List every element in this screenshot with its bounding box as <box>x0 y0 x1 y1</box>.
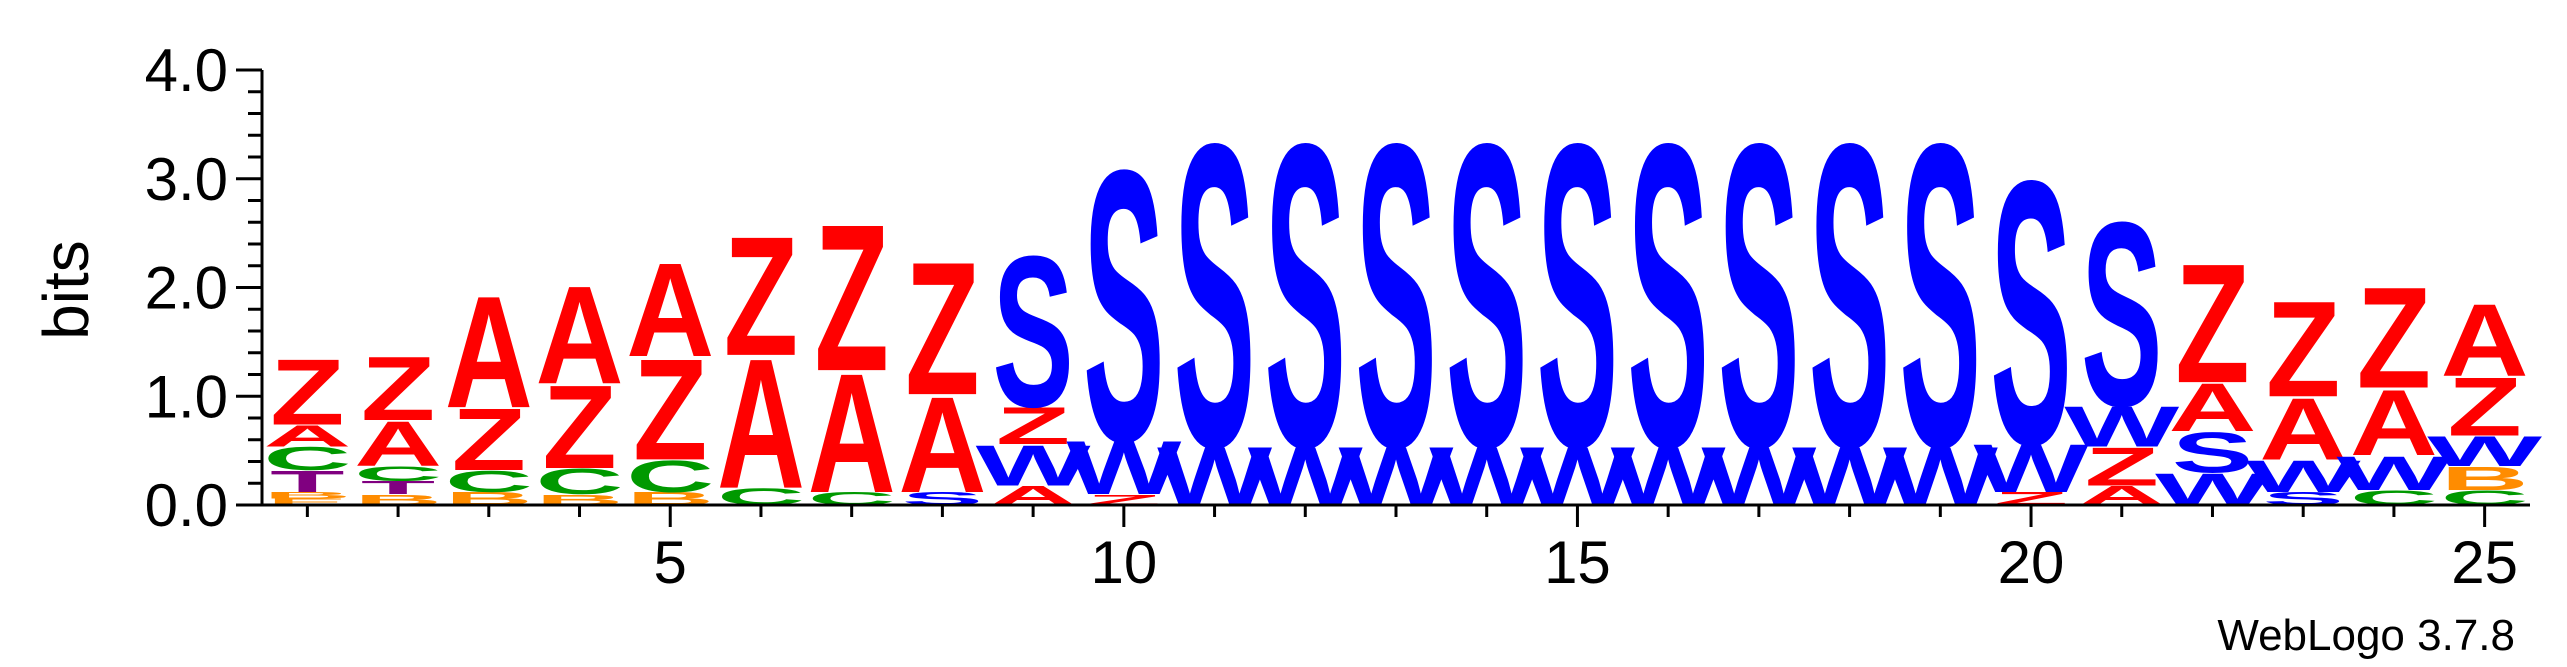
logo-letter-w: W <box>1974 430 2090 506</box>
logo-letter-s: S <box>1355 54 1436 537</box>
logo-letter-e: E <box>267 497 348 507</box>
logo-letter-w: W <box>976 434 1091 498</box>
logo-letter-z: Z <box>633 330 707 491</box>
logo-letter-a: A <box>2350 370 2438 476</box>
logo-letter-w: W <box>2336 446 2452 500</box>
logo-letter-a: A <box>626 236 714 385</box>
logo-letter-a: A <box>808 339 896 529</box>
y-tick-label: 4.0 <box>145 37 228 104</box>
logo-letter-w: W <box>2246 451 2361 502</box>
logo-letter-z: Z <box>2357 258 2431 419</box>
logo-letter-z: Z <box>542 362 616 494</box>
x-tick-label: 20 <box>1998 529 2065 596</box>
y-tick-label: 0.0 <box>145 472 228 539</box>
logo-letter-s: S <box>1900 54 1981 537</box>
logo-letter-a: A <box>898 369 986 521</box>
logo-letter-s: S <box>1628 54 1709 537</box>
logo-letters: EBTCAZBTCAZBCZABCZABCZACAZCAZSAZAWZSZWSW… <box>263 54 2542 537</box>
logo-letter-s: S <box>992 211 1073 452</box>
logo-letter-b: B <box>2441 459 2529 496</box>
logo-letter-w: W <box>2064 395 2179 459</box>
y-tick-label: 2.0 <box>145 255 228 322</box>
logo-letter-t: T <box>361 478 435 498</box>
logo-letter-s: S <box>1718 54 1799 537</box>
x-tick-label: 25 <box>2451 529 2518 596</box>
logo-letter-a: A <box>536 256 624 413</box>
logo-letter-s: S <box>1265 54 1346 537</box>
logo-letter-z: Z <box>270 340 344 446</box>
x-tick-label: 5 <box>654 529 687 596</box>
y-tick-label: 3.0 <box>145 146 228 213</box>
logo-letter-a: A <box>354 408 442 480</box>
logo-letter-z: Z <box>905 223 979 435</box>
logo-letter-z: Z <box>2266 274 2340 426</box>
logo-letter-s: S <box>1537 54 1618 537</box>
logo-letter-s: S <box>1174 54 1255 537</box>
x-tick-label: 15 <box>1544 529 1611 596</box>
logo-letter-t: T <box>270 465 344 499</box>
logo-letter-a: A <box>2441 282 2529 397</box>
logo-letter-z: Z <box>2175 229 2249 419</box>
logo-letter-w: W <box>1066 425 1181 510</box>
logo-letter-c: C <box>626 451 714 502</box>
logo-letter-w: W <box>2427 428 2542 476</box>
logo-letter-z: Z <box>361 338 435 440</box>
logo-letter-a: A <box>717 321 805 528</box>
logo-letter-a: A <box>445 264 533 442</box>
logo-letter-c: C <box>263 440 351 477</box>
logo-axes: 0.0 1.0 2.0 3.0 4.0 5 10 15 20 25 <box>145 37 2530 596</box>
logo-letter-b: B <box>263 490 351 500</box>
logo-letter-a: A <box>2168 369 2256 445</box>
logo-letter-z: Z <box>996 396 1070 455</box>
logo-letter-s: S <box>1083 89 1164 522</box>
logo-letter-s: S <box>1446 54 1527 537</box>
logo-letter-s: S <box>1809 54 1890 537</box>
y-tick-label: 1.0 <box>145 363 228 430</box>
logo-letter-z: Z <box>724 202 798 392</box>
logo-letter-z: Z <box>814 182 888 416</box>
logo-letter-c: C <box>354 462 442 486</box>
logo-letter-c: C <box>445 465 533 499</box>
logo-letter-c: C <box>536 462 624 503</box>
x-tick-label: 10 <box>1090 529 1157 596</box>
watermark: WebLogo 3.7.8 <box>2217 611 2515 660</box>
logo-letter-a: A <box>263 419 351 453</box>
logo-letter-s: S <box>2081 169 2162 462</box>
logo-letter-z: Z <box>2085 437 2159 498</box>
logo-letter-s: S <box>2172 421 2253 485</box>
logo-letter-s: S <box>1990 104 2071 524</box>
logo-letter-z: Z <box>2447 360 2521 454</box>
logo-letter-a: A <box>2259 380 2347 479</box>
y-axis-label: bits <box>30 240 102 340</box>
logo-letter-z: Z <box>452 391 526 490</box>
